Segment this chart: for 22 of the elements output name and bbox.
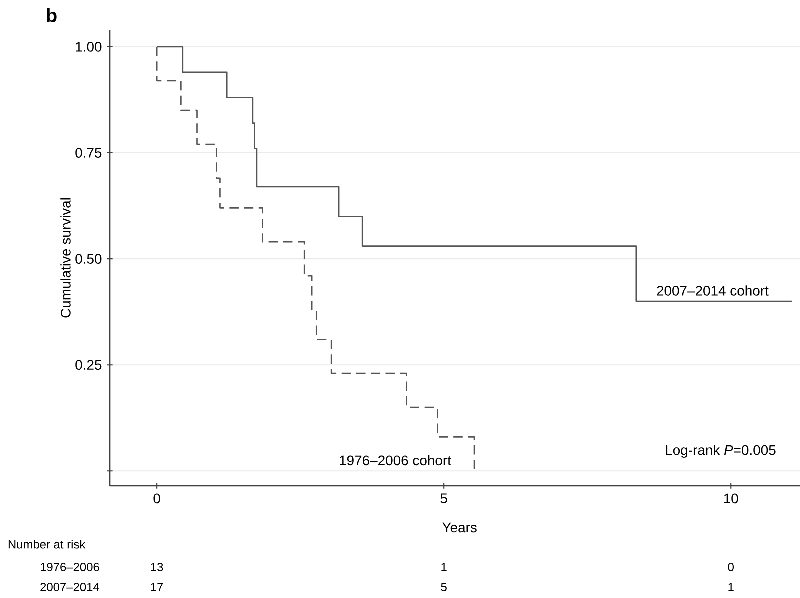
text: 1	[728, 583, 734, 592]
series-label: 2007–2014 cohort	[657, 286, 769, 296]
y-tick-label: 0.75	[76, 148, 102, 158]
x-tick-label: 5	[440, 494, 448, 504]
y-axis-title: Cumulative survival	[60, 198, 71, 318]
y-tick-label: 0.50	[76, 254, 102, 264]
text: 1976–2006	[40, 562, 100, 572]
text: 13	[151, 562, 164, 572]
text: 5	[441, 583, 447, 592]
y-tick-label: 1.00	[76, 42, 102, 52]
text: 2007–2014	[40, 582, 100, 592]
text: Number at risk	[8, 540, 86, 549]
text: 0	[728, 562, 734, 572]
text: 17	[151, 583, 164, 592]
text: 1	[442, 563, 447, 572]
chart-title: b	[47, 8, 57, 22]
x-tick-label: 10	[724, 494, 738, 504]
annotation: Log-rank P=0.005	[666, 445, 776, 458]
series-label: 1976–2006 cohort	[340, 455, 452, 466]
y-tick-label: 0.25	[76, 360, 102, 370]
x-tick-label: 0	[154, 494, 160, 504]
x-axis-title: Years	[442, 522, 477, 533]
